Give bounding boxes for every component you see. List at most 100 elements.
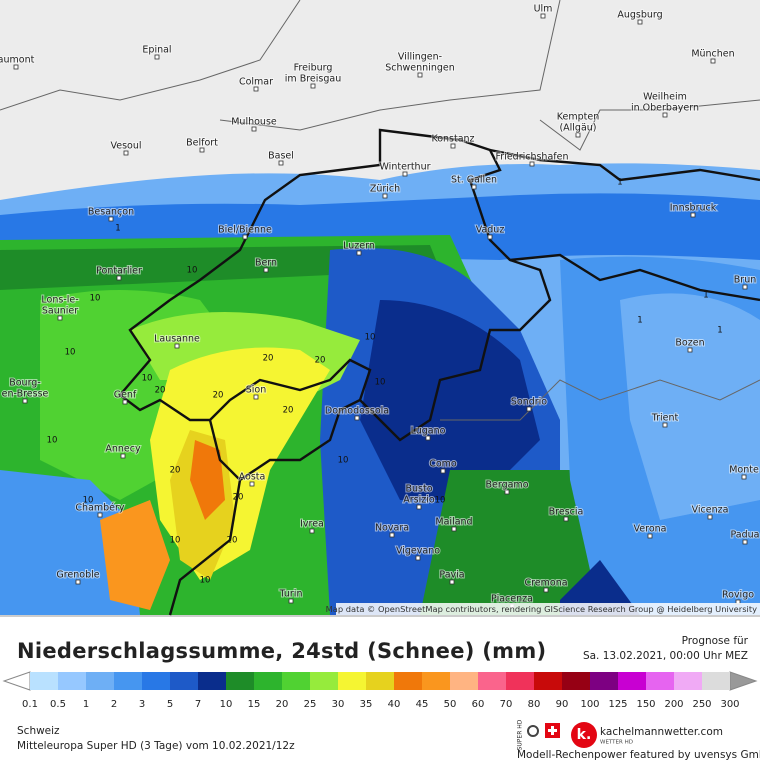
scale-box [422, 672, 450, 690]
city-label: Bergamo [485, 480, 528, 491]
city-label: (Allgäu) [559, 123, 596, 134]
scale-box [338, 672, 366, 690]
contour-label: 20 [263, 354, 274, 364]
city-marker [543, 587, 549, 593]
city-labels: Ulm Augsburg Epinal aumont Villingen-Schwenn… [0, 3, 760, 609]
city-label: Pavia [439, 570, 464, 581]
city-label: in Oberbayern [631, 103, 699, 114]
city-label: Epinal [142, 45, 171, 56]
city-marker [174, 343, 180, 349]
city-label: Freiburg [294, 63, 333, 74]
city-marker [449, 579, 455, 585]
scale-label: 0.1 [22, 699, 38, 710]
city-label: Como [429, 459, 457, 470]
scale-box [506, 672, 534, 690]
city-marker [741, 474, 747, 480]
scale-box [198, 672, 226, 690]
city-label: Vesoul [110, 141, 141, 152]
scale-box [282, 672, 310, 690]
city-label: Genf [114, 390, 137, 401]
city-label: Rovigo [722, 590, 754, 601]
city-marker [108, 216, 114, 222]
scale-label: 1 [83, 699, 89, 710]
city-marker [356, 250, 362, 256]
logo-cross [548, 726, 557, 735]
scale-label: 7 [195, 699, 201, 710]
scale-box [58, 672, 86, 690]
city-label: Pontarlier [96, 266, 142, 277]
city-label: Cremona [524, 578, 567, 589]
contour-label: 1 [115, 224, 120, 234]
city-marker [425, 435, 431, 441]
city-label: Colmar [239, 77, 273, 88]
city-marker [471, 184, 477, 190]
scale-box [534, 672, 562, 690]
city-label: Monte [729, 465, 759, 476]
scale-box [366, 672, 394, 690]
scale-box [394, 672, 422, 690]
city-marker [13, 64, 19, 70]
city-label: Belfort [186, 138, 218, 149]
city-label: Lugano [411, 426, 446, 437]
scale-label: 20 [276, 699, 289, 710]
scale-label: 80 [528, 699, 541, 710]
legend-title: Niederschlagssumme, 24std (Schnee) (mm) [17, 639, 546, 663]
city-marker [122, 399, 128, 405]
city-marker [690, 212, 696, 218]
city-label: Chambéry [75, 503, 125, 514]
forecast-time: Sa. 13.02.2021, 00:00 Uhr MEZ [583, 650, 748, 662]
city-label: Bozen [675, 338, 704, 349]
city-label: Bern [255, 258, 277, 269]
contour-label: 10 [65, 348, 76, 358]
city-label: Kempten [557, 112, 599, 123]
city-marker [742, 284, 748, 290]
contour-label: 20 [227, 536, 238, 546]
scale-label: 200 [664, 699, 683, 710]
contour-label: 10 [83, 496, 94, 506]
scale-box [226, 672, 254, 690]
contour-label: 10 [142, 374, 153, 384]
city-label: Trient [651, 413, 679, 424]
scale-box [86, 672, 114, 690]
city-marker [647, 533, 653, 539]
city-label: Verona [634, 524, 667, 535]
city-marker [251, 126, 257, 132]
scale-box [562, 672, 590, 690]
logo-k-letter: k. [577, 727, 592, 743]
city-label: Luzern [343, 241, 375, 252]
scale-arrow-low [2, 671, 31, 691]
city-marker [288, 598, 294, 604]
attribution-bg [336, 603, 760, 615]
city-label: Piacenza [491, 594, 533, 605]
contour-label: 10 [187, 266, 198, 276]
contour-label: 10 [338, 456, 349, 466]
city-marker [742, 539, 748, 545]
city-marker [529, 161, 535, 167]
forecast-label: Prognose für [682, 635, 749, 647]
city-marker [75, 579, 81, 585]
city-label: Augsburg [617, 10, 662, 21]
city-label: en-Bresse [2, 389, 49, 400]
city-marker [57, 315, 63, 321]
city-label: Biel/Bienne [218, 225, 272, 236]
contour-label: 1 [637, 316, 642, 326]
scale-label: 30 [332, 699, 345, 710]
scale-label: 150 [636, 699, 655, 710]
city-marker [253, 86, 259, 92]
scale-label: 50 [444, 699, 457, 710]
logo-k [571, 722, 597, 748]
city-marker [687, 347, 693, 353]
city-label: Padua [731, 530, 760, 541]
region: Schweiz [17, 725, 60, 737]
city-label: Ivrea [300, 519, 324, 530]
city-marker [575, 132, 581, 138]
contour-label: 10 [375, 378, 386, 388]
city-label: Aosta [239, 472, 266, 483]
city-label: Zürich [370, 184, 400, 195]
logo-magnifier [527, 725, 539, 737]
scale-label: 25 [304, 699, 317, 710]
contour-label: 10 [170, 536, 181, 546]
scale-box [590, 672, 618, 690]
city-marker [710, 58, 716, 64]
city-label: Konstanz [431, 134, 474, 145]
